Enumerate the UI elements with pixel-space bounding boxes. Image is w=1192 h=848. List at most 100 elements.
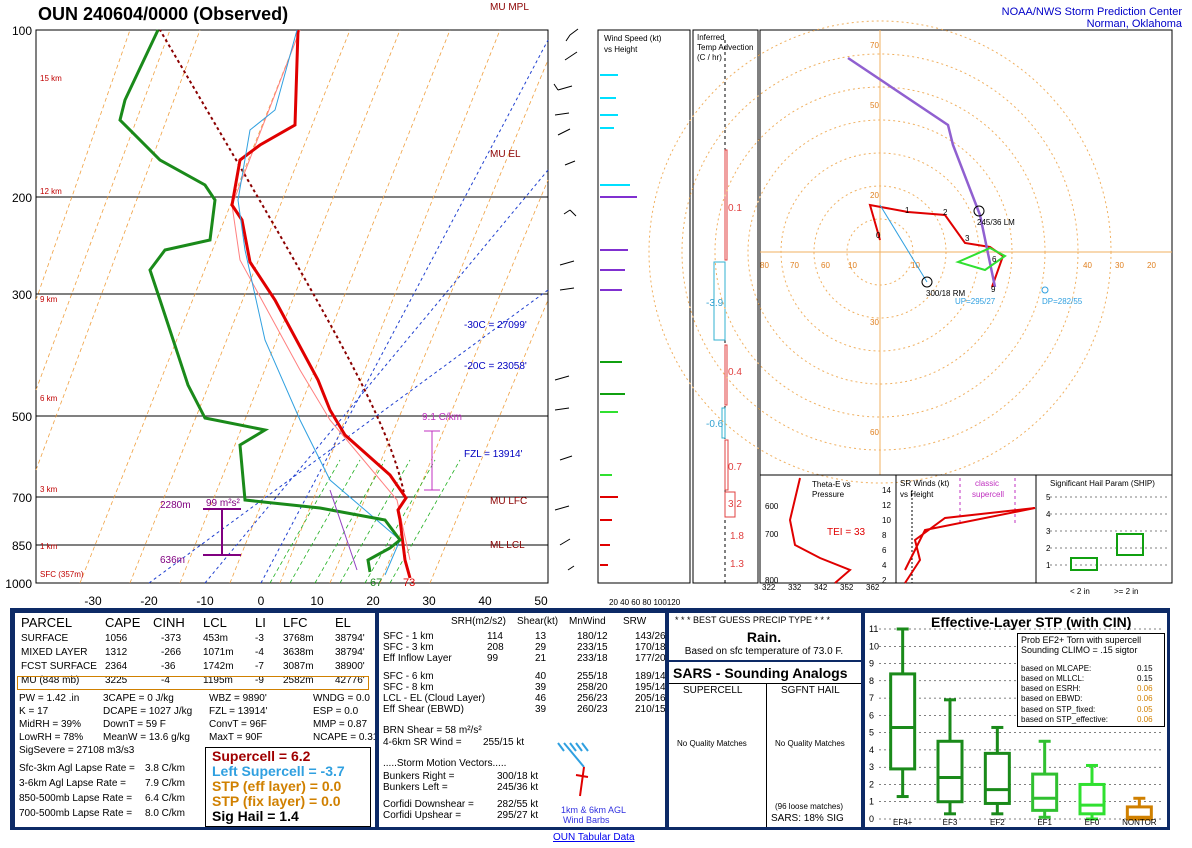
hodo-y-label: 60	[870, 428, 879, 437]
stp-box-nontor	[1125, 796, 1153, 821]
t-label: -20	[140, 594, 158, 606]
col-header: PARCEL	[21, 615, 73, 630]
hodo-lm-marker	[973, 205, 985, 217]
dewpoint-profile	[118, 29, 403, 573]
theta-x-label: 332	[788, 583, 802, 592]
stp-x-label: EF4+	[893, 818, 913, 827]
hodo-dp-label: DP=282/55	[1042, 297, 1083, 306]
stp-box-ef2	[983, 725, 1011, 816]
param-cell: WBZ = 9890'	[209, 693, 267, 704]
parcel-cell: 38900'	[335, 661, 365, 672]
hodo-y-label: 20	[870, 191, 879, 200]
iso-label: -30C = 27099'	[464, 320, 527, 331]
tadv-value: 0.7	[728, 462, 742, 473]
hodo-height-label: 0	[876, 231, 881, 240]
tadv-value: -3.9	[706, 298, 724, 309]
parcel-cell: FCST SURFACE	[21, 661, 97, 672]
virtual-temp	[231, 29, 411, 561]
hodo-rm-label: 300/18 RM	[926, 289, 965, 298]
parcel-cell: -3	[255, 633, 264, 644]
hodo-height-label: 6	[992, 255, 997, 264]
sars-sig: SARS: 18% SIG	[771, 813, 844, 824]
col-header: LFC	[283, 615, 308, 630]
kin-col-header: SRH(m2/s2)	[451, 616, 507, 627]
mu-row-highlight	[17, 676, 369, 690]
lapse-value: 3.8 C/km	[145, 763, 186, 774]
stp-y-label: 6	[869, 710, 874, 720]
parcel-cell: 38794'	[335, 647, 365, 658]
parcel-cell: -36	[161, 661, 176, 672]
theta-title: Theta-E vs	[812, 480, 851, 489]
kin-cell: 29	[535, 642, 547, 653]
kin-col-header: MnWind	[569, 616, 606, 627]
sars-rule	[669, 683, 861, 684]
h-label: 12 km	[40, 187, 62, 196]
hodo-trace-mid	[955, 246, 1007, 272]
kin-cell: SFC - 3 km	[383, 642, 434, 653]
temp-labels: -30 -20 -10 0 10 20 30 40 50	[84, 594, 548, 606]
kin-cell: 170/18	[635, 642, 666, 653]
stp-y-labels: 0 1 2 3 4 5 6 7 8 9 10 11	[869, 624, 879, 824]
parcel-trace	[159, 29, 406, 499]
sars-col-supercell: SUPERCELL	[683, 685, 743, 696]
hodo-x-label: 20	[1147, 261, 1156, 270]
stp-x-label: EF3	[943, 818, 958, 827]
sfc-temp-label: 73	[403, 577, 415, 589]
theta-subtitle: Pressure	[812, 490, 845, 499]
stp-box-ef0	[1078, 763, 1106, 821]
eff-inflow-bracket	[203, 508, 241, 556]
left-supercell-index: Left Supercell = -3.7	[212, 763, 345, 779]
hodo-y-label: 70	[870, 41, 879, 50]
ship-y-label: 5	[1046, 493, 1051, 502]
t-label: 20	[366, 594, 380, 606]
wind-speed-subtitle: vs Height	[604, 45, 638, 54]
mu-el-label: MU EL	[490, 149, 521, 160]
kin-cell: 40	[535, 671, 547, 682]
sars-divider	[669, 660, 861, 662]
stp-fix-index: STP (fix layer) = 0.0	[212, 793, 341, 809]
tabular-data-link[interactable]: OUN Tabular Data	[553, 832, 635, 843]
stp-prob-label: based on EBWD:	[1021, 694, 1083, 703]
parcel-cell: 42776'	[335, 675, 365, 686]
stp-x-label: EF0	[1085, 818, 1100, 827]
ship-y-label: 2	[1046, 544, 1051, 553]
param-cell: PW = 1.42 .in	[19, 693, 80, 704]
stp-y-label: 3	[869, 762, 874, 772]
stp-boxes	[889, 627, 1153, 821]
tadv-units: (C / hr)	[697, 53, 722, 62]
eff-inflow-labels: 2280m 636m 99 m²s²	[160, 498, 241, 566]
kin-col-header: SRW	[623, 616, 647, 627]
sars-loose: (96 loose matches)	[775, 802, 844, 811]
t-label: 10	[310, 594, 324, 606]
param-cell: FZL = 13914'	[209, 706, 268, 717]
storm-label: Bunkers Right =	[383, 771, 455, 782]
theta-p-label: 600	[765, 502, 779, 511]
h-label: SFC (357m)	[40, 570, 84, 579]
stp-prob-row: based on ESRH: 0.06	[1021, 684, 1161, 694]
storm-value: 282/55 kt	[497, 799, 539, 810]
parcel-cell: 3768m	[283, 633, 314, 644]
storm-label: Bunkers Left =	[383, 782, 448, 793]
wind-speed-frame	[597, 29, 691, 584]
kin-cell: LCL - EL (Cloud Layer)	[383, 693, 486, 704]
parcel-cell: 3087m	[283, 661, 314, 672]
storm-value: 295/27 kt	[497, 810, 539, 821]
t-label: 40	[478, 594, 492, 606]
stp-prob-line1: Prob EF2+ Torn with supercell	[1021, 635, 1142, 645]
t-label: 30	[422, 594, 436, 606]
eff-inflow-bottom: 636m	[160, 555, 185, 566]
p-label: 1000	[5, 577, 32, 591]
wetbulb-profile	[237, 29, 401, 576]
eff-inflow-top: 2280m	[160, 500, 191, 511]
stp-y-label: 4	[869, 745, 874, 755]
sars-col-hail: SGFNT HAIL	[781, 685, 840, 696]
sars-match-supercell: No Quality Matches	[677, 739, 747, 748]
dry-adiabats	[35, 29, 549, 584]
kinematics-panel: SRH(m2/s2) Shear(kt) MnWind SRW SFC - 1 …	[378, 612, 666, 828]
barb-legend-line1: 1km & 6km AGL	[561, 805, 627, 815]
srwind-title: SR Winds (kt)	[900, 479, 950, 488]
col-header: CAPE	[105, 615, 141, 630]
ship-grid	[1050, 496, 1170, 566]
precip-type: Rain.	[746, 629, 782, 645]
stp-eff-index: STP (eff layer) = 0.0	[212, 778, 342, 794]
